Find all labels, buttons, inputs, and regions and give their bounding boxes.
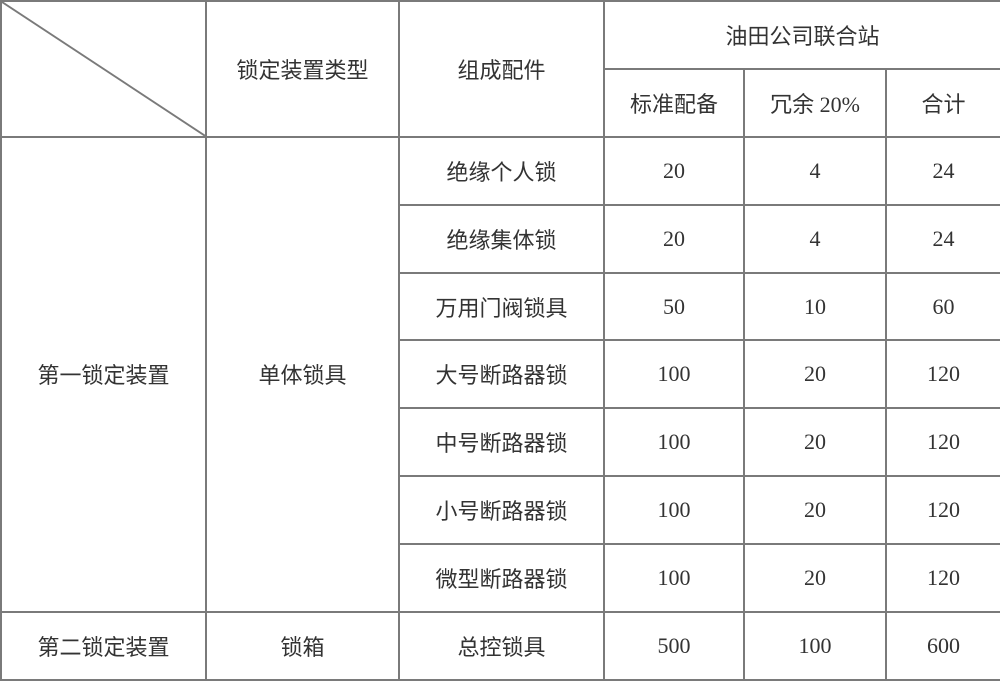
cell-name: 小号断路器锁: [399, 476, 604, 544]
cell-name: 微型断路器锁: [399, 544, 604, 612]
header-total: 合计: [886, 69, 1000, 137]
cell-name: 中号断路器锁: [399, 408, 604, 476]
cell-total: 120: [886, 544, 1000, 612]
group2-device: 第二锁定装置: [1, 612, 206, 680]
header-device-type: 锁定装置类型: [206, 1, 399, 137]
header-std: 标准配备: [604, 69, 744, 137]
cell-red: 4: [744, 205, 886, 273]
cell-total: 120: [886, 340, 1000, 408]
header-component: 组成配件: [399, 1, 604, 137]
cell-red: 20: [744, 544, 886, 612]
cell-std: 20: [604, 137, 744, 205]
table-row: 第一锁定装置 单体锁具 绝缘个人锁 20 4 24: [1, 137, 1000, 205]
cell-total: 24: [886, 137, 1000, 205]
cell-std: 500: [604, 612, 744, 680]
cell-name: 绝缘个人锁: [399, 137, 604, 205]
header-redundancy: 冗余 20%: [744, 69, 886, 137]
cell-total: 120: [886, 476, 1000, 544]
cell-name: 万用门阀锁具: [399, 273, 604, 341]
table-row: 第二锁定装置 锁箱 总控锁具 500 100 600: [1, 612, 1000, 680]
cell-red: 100: [744, 612, 886, 680]
group2-lock-type: 锁箱: [206, 612, 399, 680]
cell-red: 20: [744, 408, 886, 476]
cell-std: 100: [604, 340, 744, 408]
cell-total: 24: [886, 205, 1000, 273]
diagonal-header-cell: [1, 1, 206, 137]
group1-lock-type: 单体锁具: [206, 137, 399, 612]
cell-std: 100: [604, 476, 744, 544]
diagonal-line-icon: [2, 2, 205, 136]
cell-std: 100: [604, 408, 744, 476]
group1-device: 第一锁定装置: [1, 137, 206, 612]
header-title-group: 油田公司联合站: [604, 1, 1000, 69]
cell-total: 120: [886, 408, 1000, 476]
cell-red: 4: [744, 137, 886, 205]
cell-std: 50: [604, 273, 744, 341]
cell-red: 10: [744, 273, 886, 341]
cell-total: 60: [886, 273, 1000, 341]
cell-red: 20: [744, 340, 886, 408]
cell-red: 20: [744, 476, 886, 544]
cell-std: 20: [604, 205, 744, 273]
cell-std: 100: [604, 544, 744, 612]
cell-name: 绝缘集体锁: [399, 205, 604, 273]
cell-name: 大号断路器锁: [399, 340, 604, 408]
lock-config-table: 锁定装置类型 组成配件 油田公司联合站 标准配备 冗余 20% 合计 第一锁定装…: [0, 0, 1000, 681]
cell-name: 总控锁具: [399, 612, 604, 680]
cell-total: 600: [886, 612, 1000, 680]
